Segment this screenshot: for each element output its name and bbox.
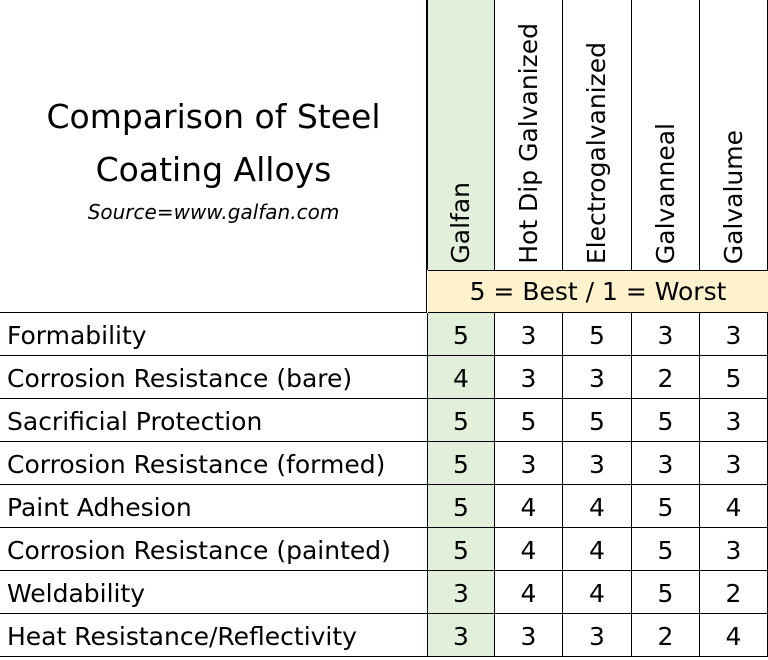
rating-cell: 4	[700, 485, 768, 527]
rating-cell: 3	[495, 614, 563, 656]
column-header: Galfan	[427, 0, 495, 270]
row-label: Weldability	[0, 571, 428, 613]
rating-cell: 5	[632, 399, 700, 441]
rating-cell: 5	[428, 485, 495, 527]
rating-cell: 5	[632, 571, 700, 613]
row-label: Sacrificial Protection	[0, 399, 428, 441]
column-header-label: Galvanneal	[650, 122, 680, 264]
rating-cell: 5	[495, 399, 563, 441]
table-row: Corrosion Resistance (painted) 5 4 4 5 3	[0, 528, 768, 571]
column-header: Electrogalvanized	[563, 0, 632, 270]
rating-cell: 5	[632, 528, 700, 570]
rating-cell: 4	[495, 528, 563, 570]
rating-cell: 3	[563, 614, 632, 656]
table-row: Weldability 3 4 4 5 2	[0, 571, 768, 614]
rating-cell: 4	[428, 356, 495, 398]
row-label: Paint Adhesion	[0, 485, 428, 527]
rating-cell: 2	[632, 356, 700, 398]
table-row: Corrosion Resistance (bare) 4 3 3 2 5	[0, 356, 768, 399]
rating-cell: 3	[700, 399, 768, 441]
column-header: Galvanneal	[632, 0, 700, 270]
table-row: Corrosion Resistance (formed) 5 3 3 3 3	[0, 442, 768, 485]
rating-cell: 3	[495, 442, 563, 484]
rating-cell: 5	[428, 399, 495, 441]
rating-cell: 2	[632, 614, 700, 656]
row-label: Corrosion Resistance (painted)	[0, 528, 428, 570]
scale-legend: 5 = Best / 1 = Worst	[428, 270, 768, 313]
rating-cell: 4	[495, 571, 563, 613]
column-header: Galvalume	[700, 0, 768, 270]
rating-cell: 3	[632, 442, 700, 484]
column-header-label: Electrogalvanized	[582, 41, 611, 264]
row-label: Corrosion Resistance (formed)	[0, 442, 428, 484]
rating-cell: 2	[700, 571, 768, 613]
rating-cell: 5	[563, 399, 632, 441]
rating-cell: 5	[700, 356, 768, 398]
chart-title: Comparison of Steel Coating Alloys	[46, 97, 381, 189]
rating-cell: 5	[428, 313, 495, 355]
table-row: Paint Adhesion 5 4 4 5 4	[0, 485, 768, 528]
rating-cell: 3	[495, 356, 563, 398]
column-header-label: Galvalume	[718, 129, 748, 264]
rating-cell: 4	[700, 614, 768, 656]
source-note: Source=www.galfan.com	[87, 200, 340, 224]
rating-cell: 3	[700, 442, 768, 484]
row-label: Formability	[0, 313, 428, 355]
rating-cell: 3	[563, 442, 632, 484]
rating-cell: 5	[428, 442, 495, 484]
rating-cell: 5	[428, 528, 495, 570]
table-row: Sacrificial Protection 5 5 5 5 3	[0, 399, 768, 442]
rating-cell: 3	[563, 356, 632, 398]
row-label: Heat Resistance/Reflectivity	[0, 614, 428, 656]
rating-cell: 4	[563, 528, 632, 570]
column-header-label: Hot Dip Galvanized	[513, 23, 543, 264]
rating-cell: 3	[632, 313, 700, 355]
rating-cell: 4	[495, 485, 563, 527]
title-block: Comparison of Steel Coating Alloys Sourc…	[0, 0, 427, 313]
rating-cell: 3	[700, 313, 768, 355]
rating-cell: 4	[563, 485, 632, 527]
rating-cell: 3	[428, 614, 495, 656]
table-row: Formability 5 3 5 3 3	[0, 313, 768, 356]
rating-cell: 3	[428, 571, 495, 613]
column-header-label: Galfan	[446, 182, 475, 264]
rating-cell: 5	[563, 313, 632, 355]
rating-cell: 3	[495, 313, 563, 355]
row-label: Corrosion Resistance (bare)	[0, 356, 428, 398]
rating-cell: 4	[563, 571, 632, 613]
rating-cell: 3	[700, 528, 768, 570]
table-row: Heat Resistance/Reflectivity 3 3 3 2 4	[0, 614, 768, 657]
column-header: Hot Dip Galvanized	[495, 0, 563, 270]
rating-cell: 5	[632, 485, 700, 527]
